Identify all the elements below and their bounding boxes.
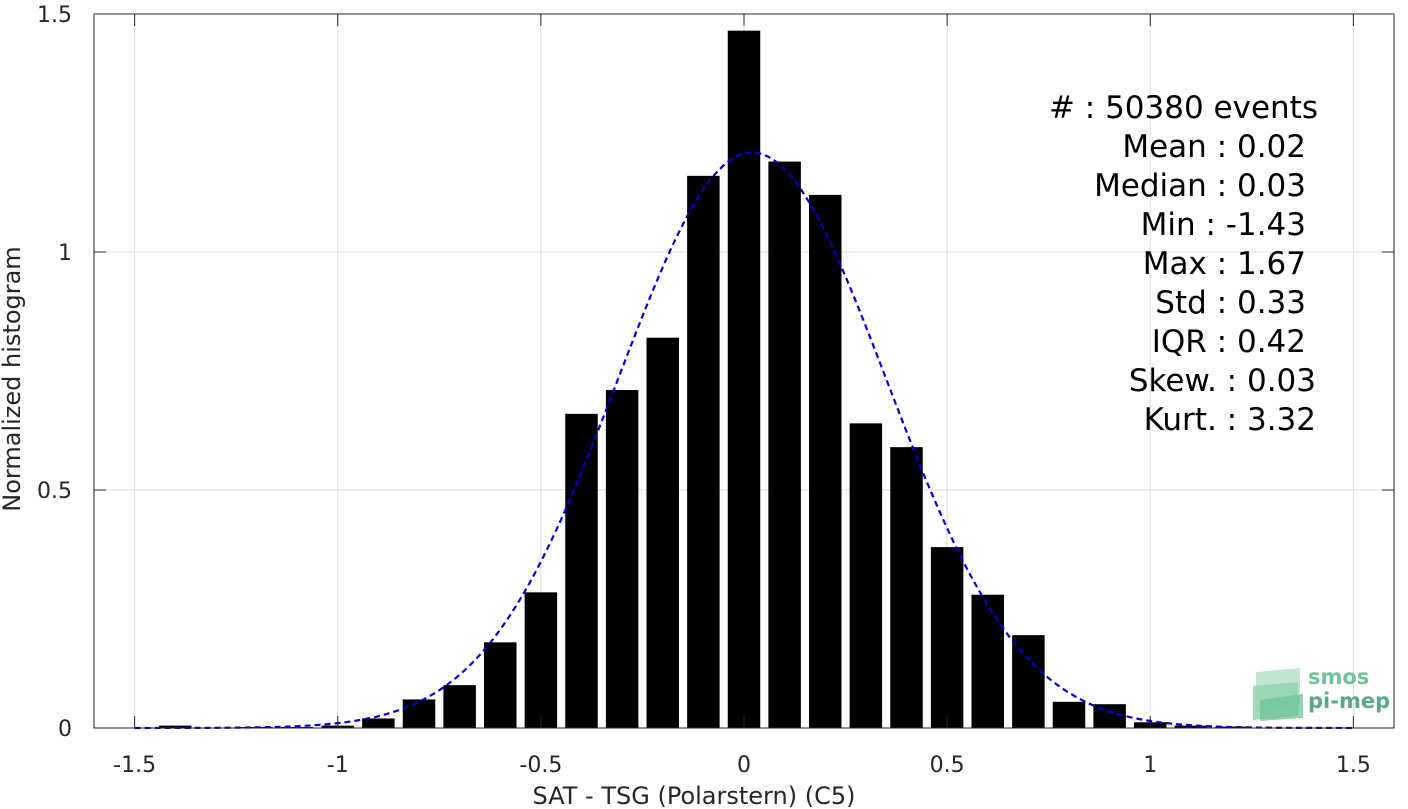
histogram-bar: [565, 413, 598, 728]
histogram-bar: [727, 30, 761, 729]
y-tick-label: 1.5: [37, 3, 72, 28]
x-tick-labels: -1.5 -1 -0.5 0 0.5 1 1.5: [113, 753, 1371, 778]
stat-label: Median :: [1094, 168, 1237, 204]
histogram-bar: [1093, 704, 1126, 728]
histogram-bar: [687, 175, 720, 729]
x-tick-label: -1: [327, 753, 349, 778]
stat-line: Max : 1.67: [1143, 246, 1306, 282]
y-axis-title: Normalized histogram: [0, 246, 26, 511]
stat-value: 50380 events: [1105, 90, 1318, 126]
y-tick-label: 1: [58, 241, 72, 266]
histogram-bar: [605, 390, 639, 728]
logo-text-smos: smos: [1308, 665, 1369, 689]
stat-label: Kurt. :: [1144, 402, 1247, 438]
stat-value: 1.67: [1237, 246, 1306, 282]
histogram-bar: [1012, 635, 1045, 728]
x-tick-label: 0: [737, 753, 751, 778]
x-tick-label: -1.5: [113, 753, 156, 778]
x-tick-label: -0.5: [519, 753, 562, 778]
histogram-bar: [890, 447, 923, 728]
histogram-bar: [646, 337, 679, 728]
histogram-bar: [484, 642, 517, 728]
stat-label: Min :: [1141, 207, 1226, 243]
histogram-bars: [159, 30, 1289, 729]
histogram-bar: [1174, 725, 1208, 728]
y-tick-labels: 0 0.5 1 1.5: [37, 3, 72, 742]
stat-line: Min : -1.43: [1141, 207, 1306, 243]
stat-label: Max :: [1143, 246, 1237, 282]
x-tick-label: 1: [1143, 753, 1157, 778]
histogram-bar: [849, 423, 883, 728]
stat-label: Mean :: [1122, 129, 1237, 165]
logo-mark-icon: [1253, 668, 1303, 721]
histogram-bar: [362, 718, 395, 728]
stat-value: 0.03: [1247, 363, 1316, 399]
stat-value: 3.32: [1247, 402, 1316, 438]
axis-ticks: [94, 13, 1394, 729]
histogram-bar: [809, 194, 842, 728]
histogram-bar: [1052, 701, 1086, 728]
stat-line: Skew. : 0.03: [1129, 363, 1316, 399]
x-tick-label: 1.5: [1336, 753, 1371, 778]
stat-label: IQR :: [1152, 324, 1237, 360]
stat-line: Kurt. : 3.32: [1144, 402, 1316, 438]
histogram-bar: [159, 725, 192, 728]
stat-line: # : 50380 events: [1049, 90, 1318, 126]
histogram-bar: [971, 594, 1004, 728]
smos-pi-mep-logo: smos pi-mep: [1253, 665, 1390, 721]
histogram-bar: [402, 699, 436, 728]
stat-value: 0.33: [1237, 285, 1306, 321]
stat-value: 0.42: [1237, 324, 1306, 360]
histogram-bar: [524, 592, 558, 728]
stat-line: IQR : 0.42: [1152, 324, 1306, 360]
stat-line: Std : 0.33: [1155, 285, 1306, 321]
histogram-bar: [930, 547, 964, 728]
stat-label: # :: [1049, 90, 1105, 126]
histogram-bar: [443, 685, 476, 728]
histogram-bar: [768, 161, 801, 728]
stat-label: Skew. :: [1129, 363, 1247, 399]
y-tick-label: 0.5: [37, 479, 72, 504]
x-tick-label: 0.5: [930, 753, 965, 778]
stat-line: Median : 0.03: [1094, 168, 1306, 204]
logo-text-pi-mep: pi-mep: [1308, 689, 1390, 713]
x-axis-title: SAT - TSG (Polarstern) (C5): [533, 782, 856, 809]
stat-line: Mean : 0.02: [1122, 129, 1306, 165]
stat-label: Std :: [1155, 285, 1237, 321]
stat-value: 0.02: [1237, 129, 1306, 165]
stat-value: -1.43: [1226, 207, 1306, 243]
stat-value: 0.03: [1237, 168, 1306, 204]
y-tick-label: 0: [58, 717, 72, 742]
